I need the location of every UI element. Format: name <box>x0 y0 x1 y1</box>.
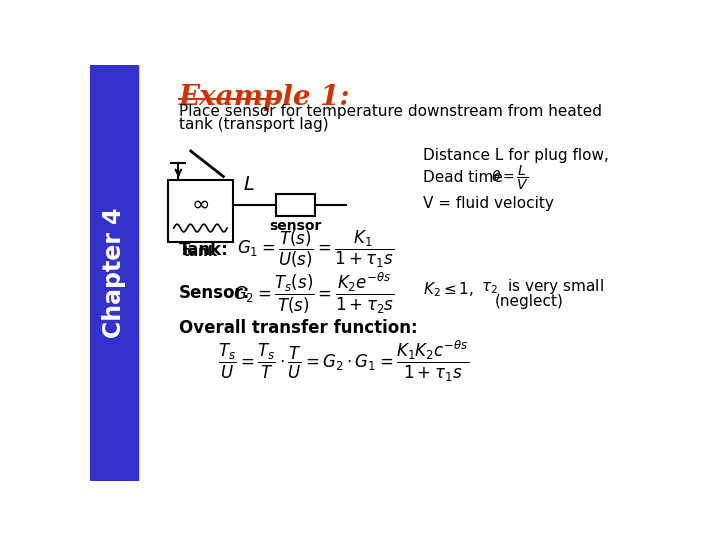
Text: (neglect): (neglect) <box>495 294 564 309</box>
Text: $\tau_2$  is very small: $\tau_2$ is very small <box>482 277 604 296</box>
Text: $\theta = \dfrac{L}{V}$: $\theta = \dfrac{L}{V}$ <box>492 164 529 192</box>
Text: Distance L for plug flow,: Distance L for plug flow, <box>423 148 609 163</box>
Bar <box>276 194 315 215</box>
Text: sensor: sensor <box>269 219 322 233</box>
Text: Tank:: Tank: <box>179 241 229 259</box>
Text: $K_2 \leq 1,$: $K_2 \leq 1,$ <box>423 280 474 299</box>
Text: L: L <box>243 175 254 194</box>
Text: V = fluid velocity: V = fluid velocity <box>423 196 554 211</box>
Text: tank (transport lag): tank (transport lag) <box>179 117 329 132</box>
Text: Place sensor for temperature downstream from heated: Place sensor for temperature downstream … <box>179 104 602 119</box>
Text: Chapter 4: Chapter 4 <box>102 207 126 338</box>
Text: Sensor:: Sensor: <box>179 285 251 302</box>
Text: Overall transfer function:: Overall transfer function: <box>179 319 418 337</box>
Text: $\dfrac{T_s}{U} = \dfrac{T_s}{T} \cdot \dfrac{T}{U} = G_2 \cdot G_1 = \dfrac{K_1: $\dfrac{T_s}{U} = \dfrac{T_s}{T} \cdot \… <box>218 339 469 384</box>
Text: tank: tank <box>183 245 218 259</box>
Text: Dead time: Dead time <box>423 171 503 186</box>
Text: $\infty$: $\infty$ <box>192 194 210 214</box>
Bar <box>90 65 138 481</box>
Text: $G_1 = \dfrac{T(s)}{U(s)} = \dfrac{K_1}{1+\tau_1 s}$: $G_1 = \dfrac{T(s)}{U(s)} = \dfrac{K_1}{… <box>238 229 395 270</box>
Text: Example 1:: Example 1: <box>179 84 351 111</box>
Bar <box>168 180 233 242</box>
Text: $G_2 = \dfrac{T_s(s)}{T(s)} = \dfrac{K_2 e^{-\theta s}}{1+\tau_2 s}$: $G_2 = \dfrac{T_s(s)}{T(s)} = \dfrac{K_2… <box>233 271 395 316</box>
